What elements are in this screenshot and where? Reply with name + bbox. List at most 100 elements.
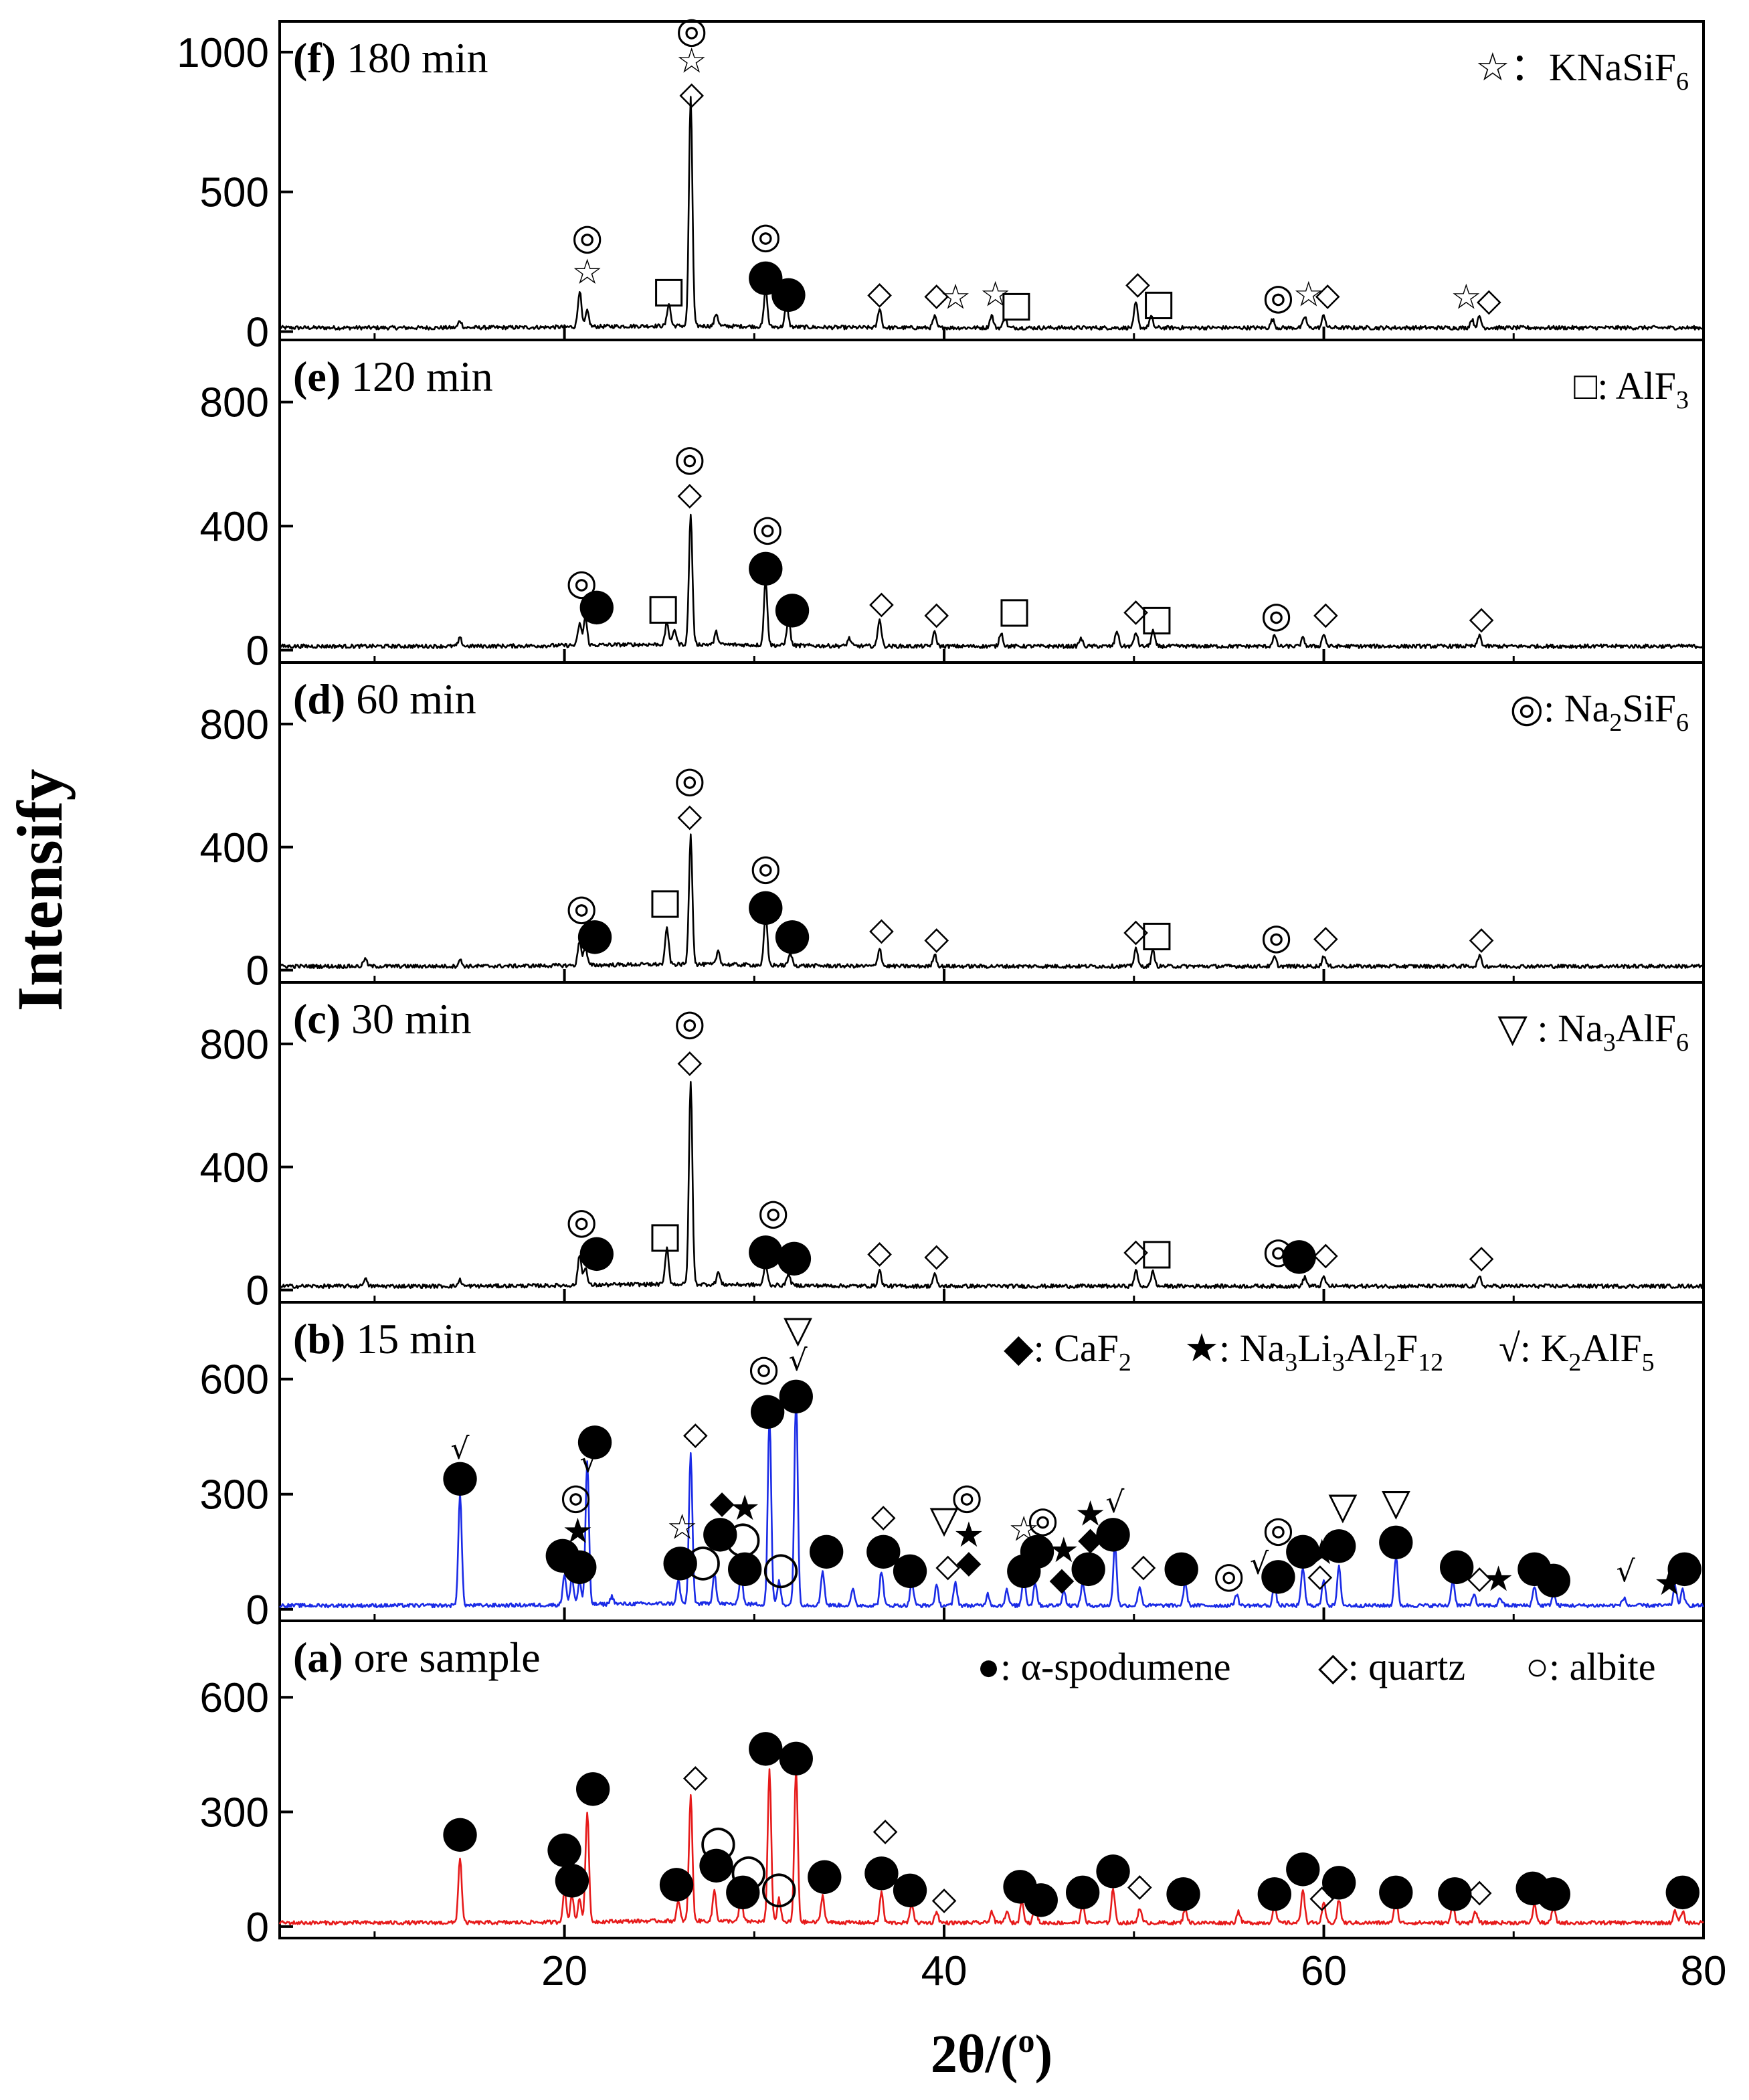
trace-f [278,96,1704,331]
panel-label-f: (f) 180 min [293,34,488,82]
circle-filled-marker: ● [1069,1540,1108,1591]
circle-filled-marker: ● [748,1383,787,1434]
diamond-open-marker: ◇ [683,1757,708,1795]
square-open-marker: □ [648,880,682,922]
diamond-open-marker: ◇ [1307,1557,1332,1594]
diamond-open-marker: ◇ [677,796,702,834]
diamond-open-marker: ◇ [867,274,892,312]
star-open-marker: ☆ [571,252,603,292]
diamond-open-marker: ◇ [1125,264,1150,302]
square-open-marker: □ [648,1214,682,1256]
diamond-open-marker: ◇ [1315,276,1340,313]
y-tick-label-e-0: 0 [246,628,269,674]
diamond-filled-marker: ◆ [1078,1520,1103,1557]
diamond-open-marker: ◇ [1469,600,1494,637]
circle-filled-marker: ● [747,879,786,930]
circle-filled-marker: ● [697,1836,736,1888]
panel-label-d: (d) 60 min [293,675,476,723]
circle-filled-marker: ● [1319,1517,1358,1569]
circle-filled-marker: ● [1094,1505,1133,1557]
circle-filled-marker: ● [575,1413,614,1465]
trace-d [278,833,1705,969]
double-circle-marker: ◎ [750,847,781,889]
circle-filled-marker: ● [543,1526,582,1578]
x-tick-label-40: 40 [921,1948,968,1994]
trace-b [279,1397,1704,1609]
diamond-open-marker: ◇ [924,595,949,632]
diffraction-traces [278,96,1705,1926]
star-open-marker: ☆ [666,1508,698,1548]
circle-open-marker: ○ [684,1534,723,1585]
y-tick-label-f-1000: 1000 [177,30,269,76]
star-filled-marker: ★ [729,1488,761,1528]
y-tick-label-b-300: 300 [200,1472,269,1518]
circle-filled-marker: ● [1094,1842,1133,1893]
y-tick-label-f-500: 500 [200,170,269,216]
circle-filled-marker: ● [1436,1865,1475,1917]
circle-filled-marker: ● [661,1534,700,1585]
legend-item-e: □: AlF3 [1574,364,1689,414]
phase-markers: ◎☆◎☆◇□◎●● ◇ ◇☆ ☆□ ◇□ ◎☆◇ ☆◇◎● □◎◇◎●● ◇ ◇ □ ◇□ ◎ ◇ ◇◎●□… [441,9,1704,1922]
circle-filled-marker: ● [1437,1538,1476,1589]
trace-c [278,1081,1705,1289]
y-tick-label-a-0: 0 [246,1905,269,1951]
circle-open-marker: ○ [759,1861,798,1913]
circle-filled-marker: ● [701,1505,739,1557]
circle-filled-marker: ● [747,249,786,300]
circle-filled-marker: ● [577,1225,616,1276]
check-marker: √ [1617,1555,1636,1589]
check-marker: √ [579,1445,599,1479]
circle-filled-marker: ● [441,1806,480,1857]
square-open-marker: □ [998,589,1032,631]
double-circle-marker: ◎ [674,759,705,801]
double-circle-marker: ◎ [757,1191,789,1233]
double-circle-marker: ◎ [560,1476,591,1518]
legend-item-c: ▽ : Na3AlF6 [1497,1007,1689,1057]
circle-open-marker: ○ [724,1511,763,1563]
circle-filled-marker: ● [1284,1522,1323,1574]
circle-filled-marker: ● [561,1538,600,1589]
triangle-down-marker: ▽ [930,1498,959,1542]
circle-filled-marker: ● [777,1729,816,1781]
legend-item-a-1: ◇: quartz [1318,1645,1465,1688]
y-tick-label-e-400: 400 [200,504,269,550]
circle-filled-marker: ● [573,1760,612,1812]
diamond-open-marker: ◇ [1313,1235,1338,1272]
double-circle-marker: ◎ [1263,1229,1294,1272]
diamond-open-marker: ◇ [1131,1547,1156,1585]
diamond-open-marker: ◇ [932,1880,957,1917]
square-open-marker: □ [1139,597,1174,639]
double-circle-marker: ◎ [566,1200,597,1242]
square-open-marker: □ [1139,1231,1174,1273]
double-circle-marker: ◎ [674,437,705,479]
star-open-marker: ☆ [980,274,1011,315]
double-circle-marker: ◎ [752,507,784,549]
check-marker: √ [451,1431,470,1466]
circle-open-marker: ○ [761,1542,800,1593]
circle-filled-marker: ● [1513,1859,1552,1911]
circle-filled-marker: ● [575,908,614,960]
trace-a [278,1766,1704,1926]
legend-item-a-0: ●: α-spodumene [977,1645,1231,1688]
star-open-marker: ☆ [940,277,972,317]
star-filled-marker: ★ [1306,1533,1338,1573]
double-circle-marker: ◎ [566,561,597,603]
y-tick-label-d-800: 800 [200,702,269,748]
circle-filled-marker: ● [1259,1547,1298,1599]
circle-filled-marker: ● [553,1852,591,1903]
circle-open-marker: ○ [699,1815,738,1866]
diamond-open-marker: ◇ [1123,1232,1148,1270]
legend-item-b-1: ★: Na3Li3Al2F12 [1184,1326,1443,1377]
panel-label-b: (b) 15 min [293,1315,476,1363]
circle-filled-marker: ● [1162,1540,1201,1591]
circle-filled-marker: ● [773,582,812,633]
circle-filled-marker: ● [1284,1840,1323,1892]
check-marker: √ [1250,1547,1269,1581]
diamond-open-marker: ◇ [1313,918,1338,956]
diamond-open-marker: ◇ [867,1233,892,1271]
circle-filled-marker: ● [1280,1228,1319,1280]
star-open-marker: ☆ [1293,274,1325,315]
triangle-down-marker: ▽ [1382,1481,1410,1524]
